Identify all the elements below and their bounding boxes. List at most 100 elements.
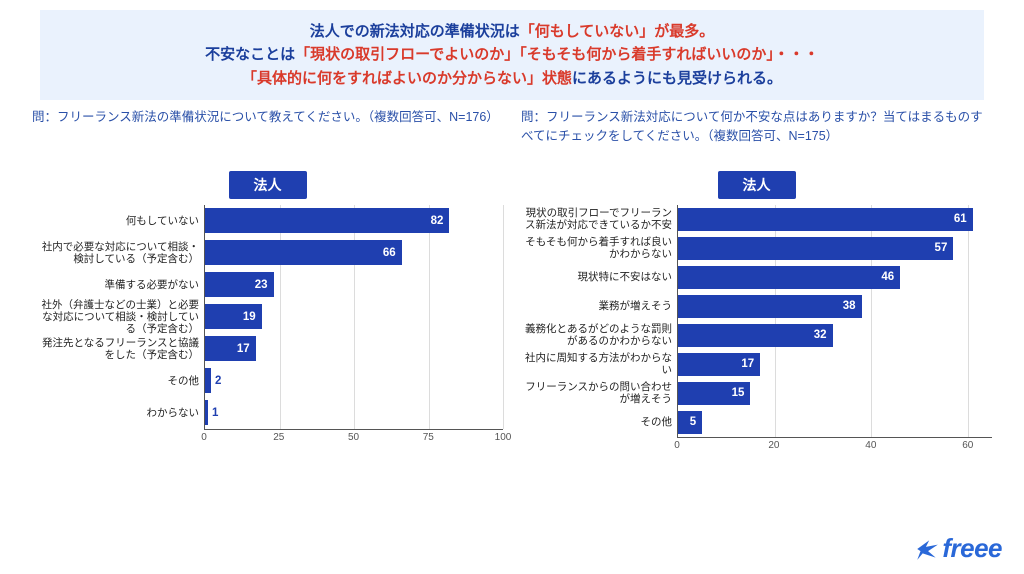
bar: 82 <box>205 208 449 233</box>
bar-row: 社内に周知する方法がわからない 17 <box>522 350 992 379</box>
bar-label: 義務化とあるがどのような罰則があるのかわからない <box>522 323 678 347</box>
bar-value: 66 <box>383 247 402 259</box>
bar: 57 <box>678 237 953 260</box>
right-badge: 法人 <box>718 171 796 199</box>
bar-label: 社外（弁護士などの士業）と必要な対応について相談・検討している（予定含む） <box>33 299 205 335</box>
bar: 17 <box>678 353 760 376</box>
bar-track: 19 <box>205 301 503 333</box>
bar-value: 82 <box>431 215 450 227</box>
right-question: 問：フリーランス新法対応について何か不安な点はありますか？当てはまるものすべてに… <box>521 108 992 165</box>
bar-value: 19 <box>243 311 262 323</box>
bar-track: 32 <box>678 321 992 350</box>
bar: 17 <box>205 336 256 361</box>
summary-line-1: 法人での新法対応の準備状況は「何もしていない」が最多。 <box>58 20 966 43</box>
grid-line <box>503 205 504 429</box>
bar-row: わからない1 <box>33 397 503 429</box>
bar-value: 2 <box>211 375 221 387</box>
bar-value: 61 <box>954 213 973 225</box>
right-chart-area: 現状の取引フローでフリーランス新法が対応できているか不安 61 そもそも何から着手す… <box>521 205 992 454</box>
bar-value: 32 <box>814 329 833 341</box>
bar-row: その他 5 <box>522 408 992 437</box>
bar: 5 <box>678 411 702 434</box>
bar-label: 現状の取引フローでフリーランス新法が対応できているか不安 <box>522 207 678 231</box>
bar-track: 57 <box>678 234 992 263</box>
bar-track: 17 <box>205 333 503 365</box>
bar-track: 2 <box>205 365 503 397</box>
bar-label: フリーランスからの問い合わせが増えそう <box>522 381 678 405</box>
bar-label: 業務が増えそう <box>522 300 678 312</box>
bar-row: 社内で必要な対応について相談・検討している（予定含む）66 <box>33 237 503 269</box>
bar-track: 1 <box>205 397 503 429</box>
bar-row: 業務が増えそう 38 <box>522 292 992 321</box>
axis-tick: 100 <box>495 432 512 443</box>
bar: 19 <box>205 304 262 329</box>
bar-label: 現状特に不安はない <box>522 271 678 283</box>
bar-label: 何もしていない <box>33 215 205 227</box>
summary-line-3: 「具体的に何をすればよいのか分からない」状態にあるようにも見受けられる。 <box>58 67 966 90</box>
summary-text: 法人での新法対応の準備状況は <box>310 23 520 40</box>
bird-icon <box>914 536 940 562</box>
left-chart-area: 何もしていない82社内で必要な対応について相談・検討している（予定含む）66準備… <box>32 205 503 446</box>
bar-row: 社外（弁護士などの士業）と必要な対応について相談・検討している（予定含む） 19 <box>33 301 503 333</box>
bar-track: 46 <box>678 263 992 292</box>
bar-value: 38 <box>843 300 862 312</box>
right-chart: 問：フリーランス新法対応について何か不安な点はありますか？当てはまるものすべてに… <box>521 108 992 454</box>
summary-line-2: 不安なことは「現状の取引フローでよいのか」「そもそも何から着手すればいいのか」・… <box>58 43 966 66</box>
axis-tick: 0 <box>674 440 680 451</box>
bar-value: 57 <box>935 242 954 254</box>
bar: 66 <box>205 240 402 265</box>
bar-track: 15 <box>678 379 992 408</box>
bar-value: 5 <box>690 416 702 428</box>
axis-tick: 20 <box>768 440 779 451</box>
bar-value: 17 <box>741 358 760 370</box>
bar-row: 現状の取引フローでフリーランス新法が対応できているか不安 61 <box>522 205 992 234</box>
summary-highlight: 「何もしていない」が最多。 <box>520 23 715 40</box>
bar-value: 1 <box>208 407 218 419</box>
axis-tick: 0 <box>201 432 207 443</box>
bar: 32 <box>678 324 833 347</box>
summary-highlight: 「現状の取引フローでよいのか」「そもそも何から着手すればいいのか」・・・ <box>295 46 819 63</box>
axis-tick: 75 <box>423 432 434 443</box>
bar-value: 17 <box>237 343 256 355</box>
left-badge: 法人 <box>229 171 307 199</box>
summary-text: 不安なことは <box>205 46 295 63</box>
bar-track: 5 <box>678 408 992 437</box>
axis-tick: 60 <box>962 440 973 451</box>
bar-row: 現状特に不安はない 46 <box>522 263 992 292</box>
bar-row: 準備する必要がない 23 <box>33 269 503 301</box>
bar: 61 <box>678 208 973 231</box>
summary-box: 法人での新法対応の準備状況は「何もしていない」が最多。 不安なことは「現状の取引… <box>40 10 984 100</box>
bar-label: 社内に周知する方法がわからない <box>522 352 678 376</box>
axis-tick: 25 <box>273 432 284 443</box>
bar-row: 発注先となるフリーランスと協議をした（予定含む） 17 <box>33 333 503 365</box>
bar-label: 準備する必要がない <box>33 279 205 291</box>
bar-row: そもそも何から着手すれば良いかわからない 57 <box>522 234 992 263</box>
bar-label: わからない <box>33 407 205 419</box>
bar-value: 23 <box>255 279 274 291</box>
bar-row: 何もしていない 82 <box>33 205 503 237</box>
bar-track: 66 <box>205 237 503 269</box>
bar-row: その他 2 <box>33 365 503 397</box>
summary-highlight: 「具体的に何をすればよいのか分からない」状態 <box>242 70 572 87</box>
bar-row: 義務化とあるがどのような罰則があるのかわからない 32 <box>522 321 992 350</box>
bar-track: 38 <box>678 292 992 321</box>
axis-tick: 40 <box>865 440 876 451</box>
bar: 46 <box>678 266 900 289</box>
bar-label: その他 <box>33 375 205 387</box>
charts-container: 問：フリーランス新法の準備状況について教えてください。（複数回答可、N=176）… <box>0 108 1024 454</box>
logo-text: freee <box>942 533 1002 564</box>
left-question: 問：フリーランス新法の準備状況について教えてください。（複数回答可、N=176） <box>32 108 503 165</box>
bar-row: フリーランスからの問い合わせが増えそう15 <box>522 379 992 408</box>
bar-label: そもそも何から着手すれば良いかわからない <box>522 236 678 260</box>
bar-track: 17 <box>678 350 992 379</box>
bar-track: 23 <box>205 269 503 301</box>
bar: 38 <box>678 295 862 318</box>
bar-label: その他 <box>522 416 678 428</box>
freee-logo: freee <box>914 533 1002 564</box>
bar: 15 <box>678 382 750 405</box>
left-chart: 問：フリーランス新法の準備状況について教えてください。（複数回答可、N=176）… <box>32 108 503 454</box>
bar-label: 発注先となるフリーランスと協議をした（予定含む） <box>33 337 205 361</box>
bar-value: 46 <box>881 271 900 283</box>
bar: 23 <box>205 272 274 297</box>
summary-text: にあるようにも見受けられる。 <box>572 70 782 87</box>
